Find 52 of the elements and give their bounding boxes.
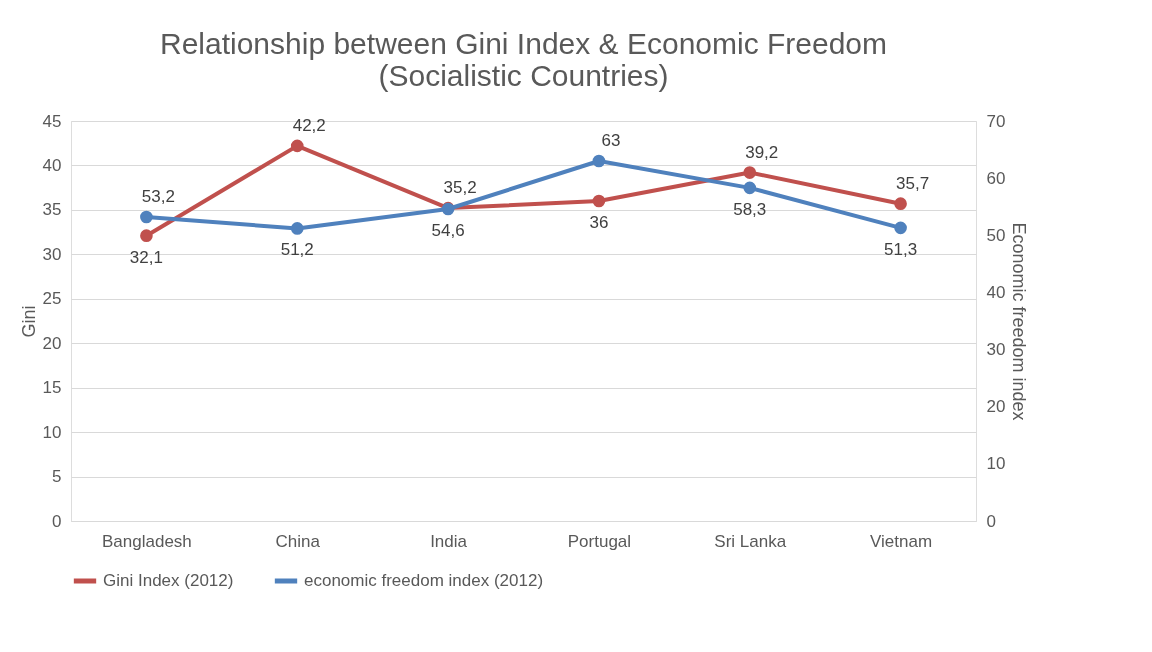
data-label: 51,3: [884, 239, 918, 259]
point: [894, 197, 907, 210]
y-axis-title: Gini: [18, 305, 39, 338]
y-tick-label: 40: [42, 155, 62, 175]
y2-tick-label: 50: [986, 225, 1006, 245]
point: [290, 139, 304, 153]
x-tick-label: Sri Lanka: [714, 531, 787, 551]
x-tick-label: Bangladesh: [102, 531, 192, 551]
y2-tick-label: 30: [986, 340, 1006, 360]
point: [140, 229, 153, 242]
y2-tick-label: 10: [986, 454, 1006, 474]
point: [894, 221, 907, 235]
data-label: 51,2: [280, 240, 314, 260]
legend-label: Gini Index (2012): [103, 571, 234, 590]
x-tick-label: China: [275, 531, 321, 551]
data-label: 36: [589, 213, 609, 232]
y-tick-label: 5: [52, 467, 62, 487]
y2-tick-label: 70: [986, 111, 1006, 131]
chart-subtitle: (Socialistic Countries): [378, 59, 669, 92]
point: [592, 154, 606, 168]
y-tick-label: 0: [52, 511, 62, 531]
y2-axis-title: Economic freedom index: [1009, 222, 1030, 421]
y-tick-label: 30: [42, 244, 62, 264]
point: [743, 181, 757, 195]
data-label: 32,1: [129, 247, 163, 267]
data-label: 54,6: [431, 221, 465, 240]
x-tick-label: Vietnam: [870, 531, 933, 551]
y2-tick-label: 40: [986, 282, 1006, 302]
y-tick-label: 25: [42, 289, 62, 309]
y2-tick-label: 0: [986, 511, 996, 531]
data-label: 42,2: [292, 115, 326, 135]
y-tick-label: 15: [42, 378, 62, 398]
y-tick-label: 45: [42, 111, 62, 131]
point: [290, 222, 304, 235]
y2-tick-label: 60: [986, 168, 1006, 188]
y-tick-label: 35: [42, 200, 62, 220]
y-tick-label: 20: [42, 333, 62, 353]
point: [140, 210, 153, 224]
x-tick-label: Portugal: [567, 531, 632, 551]
y-tick-label: 10: [42, 422, 62, 442]
chart-title: Relationship between Gini Index & Economic Freedom: [159, 27, 888, 60]
point: [743, 166, 757, 179]
legend-label: economic freedom index (2012): [304, 571, 544, 590]
data-label: 63: [601, 131, 621, 150]
data-label: 58,3: [733, 199, 767, 219]
point: [592, 194, 606, 208]
data-label: 39,2: [745, 142, 779, 162]
data-label: 35,2: [443, 178, 477, 198]
y2-tick-label: 20: [986, 397, 1006, 417]
data-label: 35,7: [896, 173, 930, 193]
data-label: 53,2: [141, 187, 175, 206]
x-tick-label: India: [430, 531, 468, 551]
